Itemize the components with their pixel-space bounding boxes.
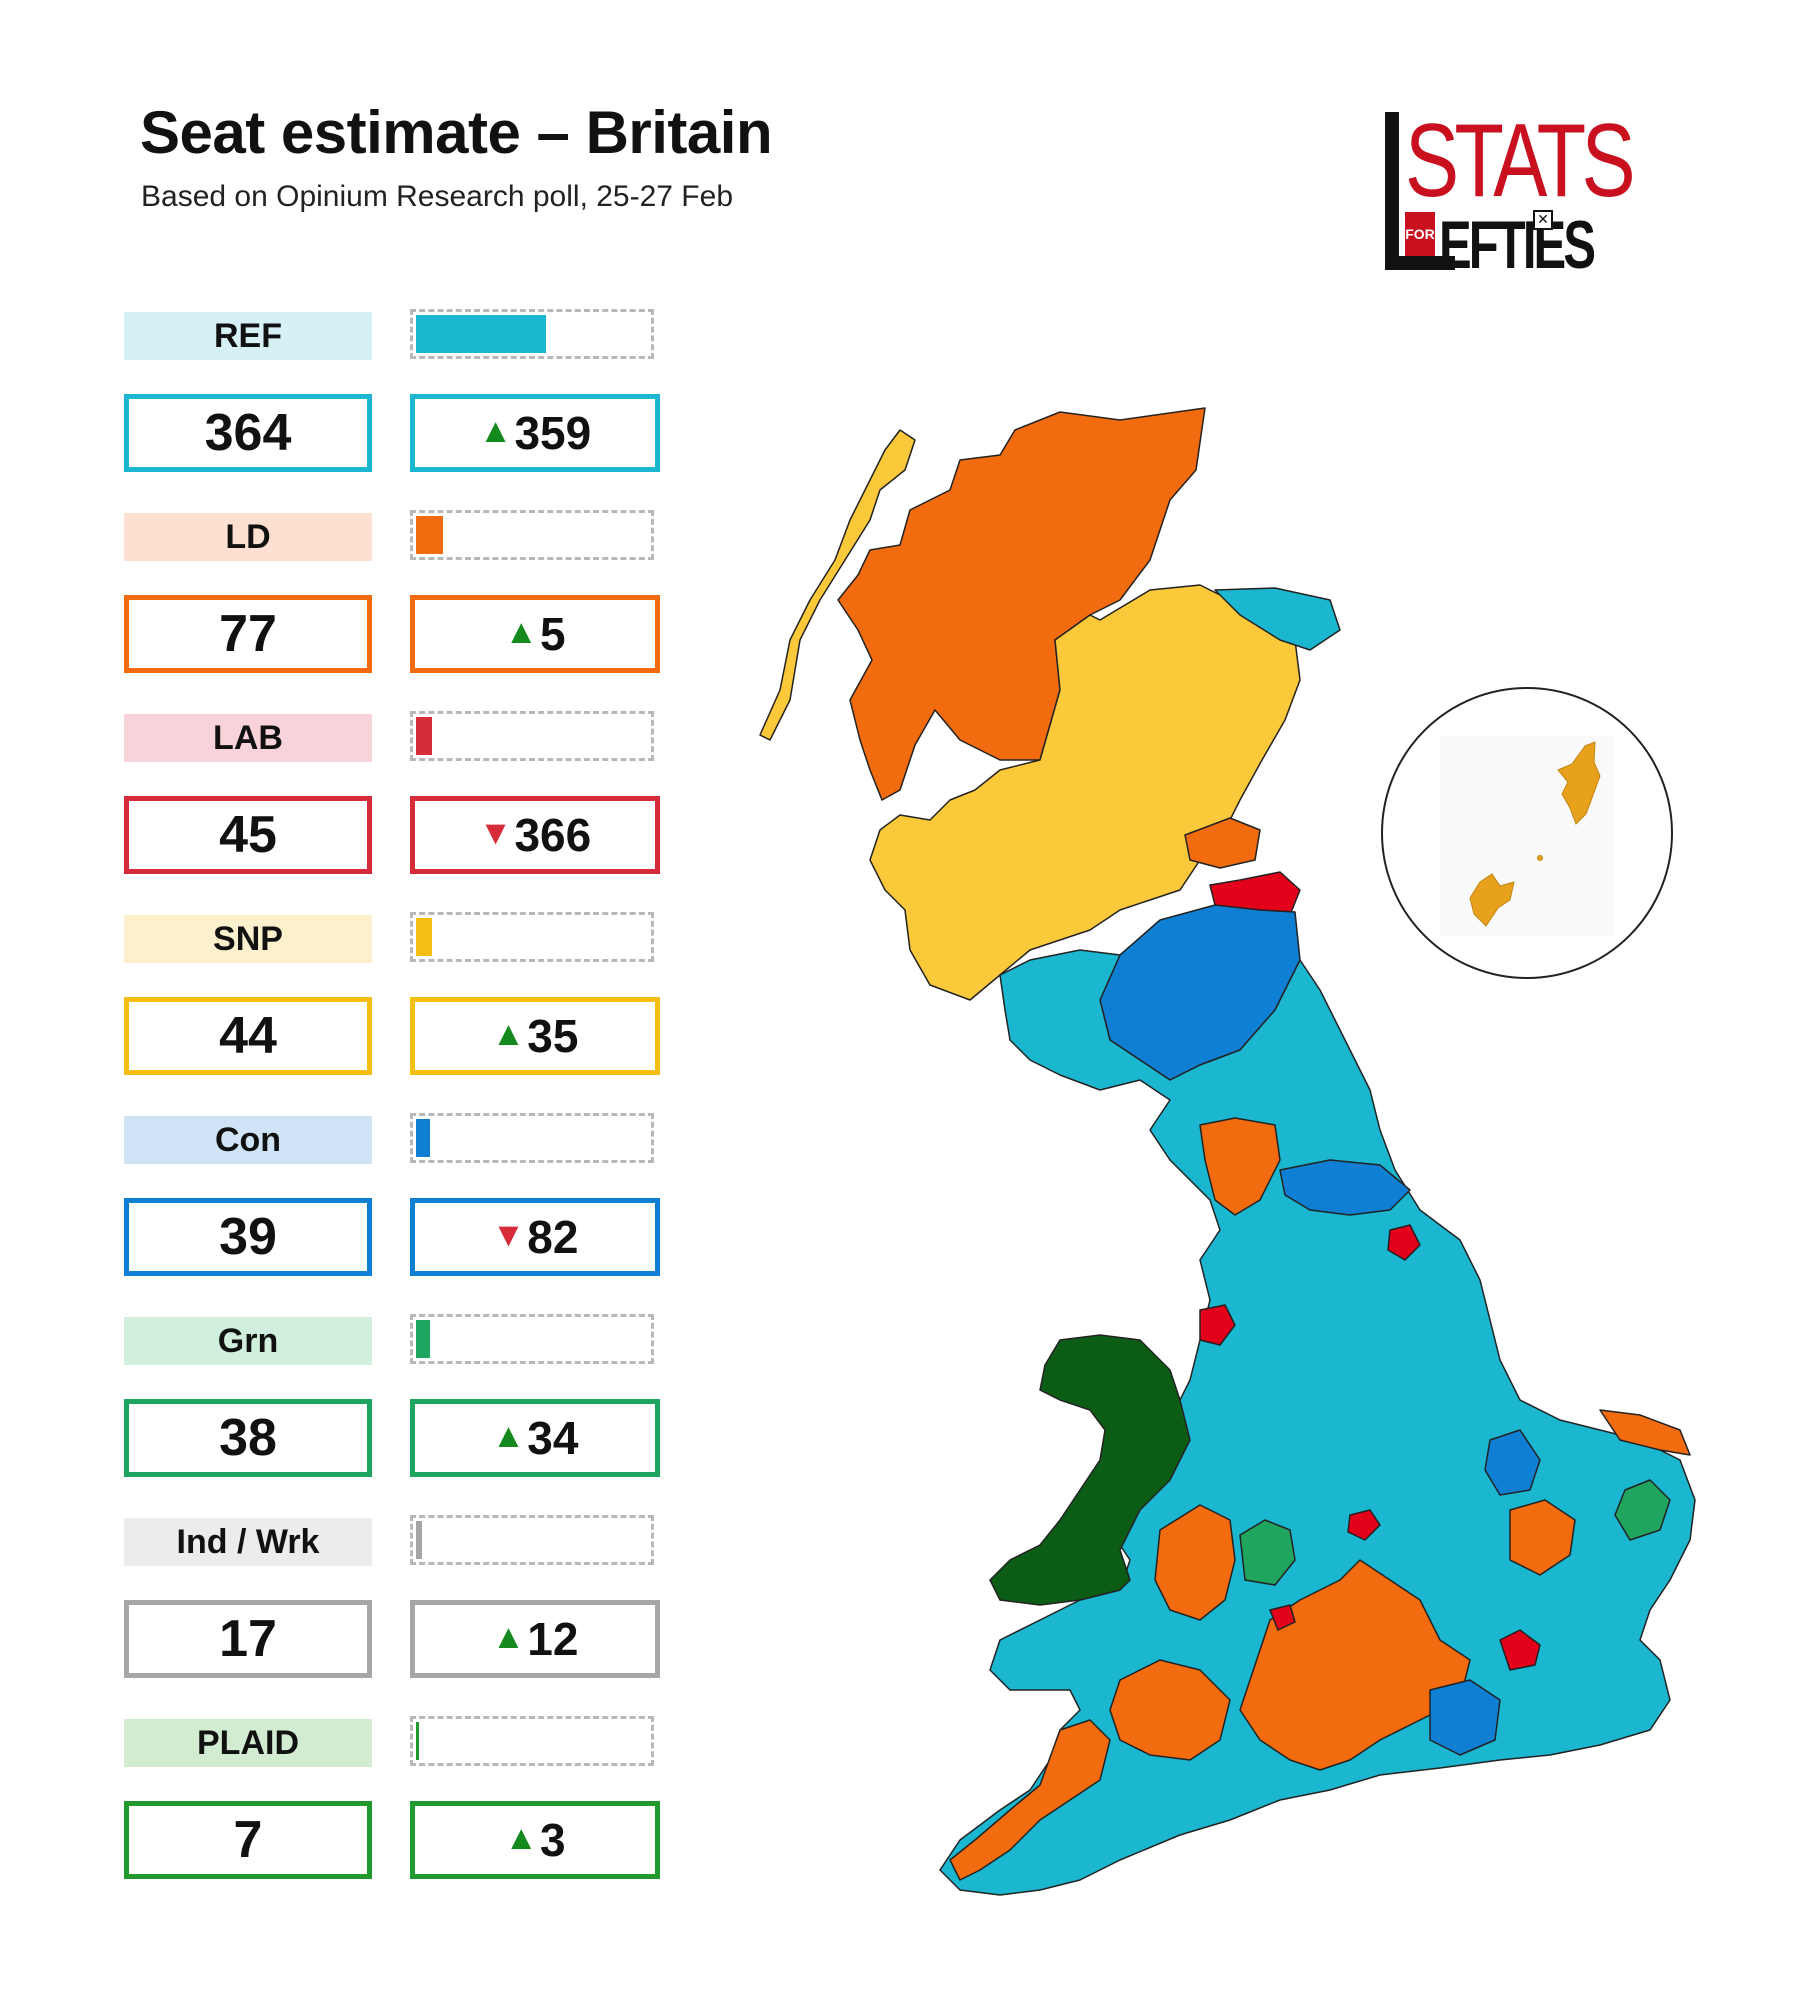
seat-change: ▲ 35 bbox=[410, 997, 660, 1075]
logo-for-text: FOR bbox=[1405, 212, 1435, 256]
party-label: LAB bbox=[124, 714, 372, 762]
region-somerset-ld bbox=[1109, 1659, 1231, 1761]
party-label: PLAID bbox=[124, 1719, 372, 1767]
region-midlands-grn bbox=[1239, 1519, 1296, 1586]
party-label: Ind / Wrk bbox=[124, 1518, 372, 1566]
seat-count: 38 bbox=[124, 1399, 372, 1477]
triangle-up-icon: ▲ bbox=[491, 1014, 526, 1053]
seat-change-value: 12 bbox=[527, 1613, 579, 1665]
party-label: Grn bbox=[124, 1317, 372, 1365]
region-outer-hebrides bbox=[759, 429, 916, 741]
triangle-up-icon: ▲ bbox=[504, 1818, 539, 1857]
seat-count: 77 bbox=[124, 595, 372, 673]
seat-share-bar-fill bbox=[416, 918, 432, 956]
ballot-cross-icon: ✕ bbox=[1533, 210, 1553, 230]
orkney-islands bbox=[1469, 873, 1515, 927]
seat-change: ▲ 34 bbox=[410, 1399, 660, 1477]
region-oxford-lab bbox=[1269, 1604, 1296, 1631]
party-label: Con bbox=[124, 1116, 372, 1164]
region-cumbria-ld bbox=[1199, 1117, 1281, 1216]
seat-share-bar bbox=[410, 912, 654, 962]
seat-count: 44 bbox=[124, 997, 372, 1075]
seat-change-value: 366 bbox=[514, 809, 592, 861]
seat-share-bar bbox=[410, 309, 654, 359]
seat-change: ▲ 3 bbox=[410, 1801, 660, 1879]
seat-change-value: 5 bbox=[540, 608, 566, 660]
seat-share-bar bbox=[410, 510, 654, 560]
region-highlands bbox=[837, 407, 1206, 801]
triangle-up-icon: ▲ bbox=[491, 1416, 526, 1455]
stats-for-lefties-logo: STATS FOR EFTIES ✕ bbox=[1385, 103, 1636, 283]
seat-count: 364 bbox=[124, 394, 372, 472]
triangle-up-icon: ▲ bbox=[504, 612, 539, 651]
seat-share-bar-fill bbox=[416, 315, 546, 353]
triangle-down-icon: ▼ bbox=[491, 1215, 526, 1254]
seat-share-bar bbox=[410, 1515, 654, 1565]
seat-count: 17 bbox=[124, 1600, 372, 1678]
seat-change-value: 3 bbox=[540, 1814, 566, 1866]
seat-change: ▲ 12 bbox=[410, 1600, 660, 1678]
shetland-inset-map bbox=[1381, 687, 1673, 979]
seat-share-bar-fill bbox=[416, 717, 432, 755]
seat-count: 45 bbox=[124, 796, 372, 874]
region-norfolk-grn bbox=[1614, 1479, 1671, 1541]
region-birmingham-lab bbox=[1347, 1509, 1381, 1541]
seat-change: ▼ 366 bbox=[410, 796, 660, 874]
seat-share-bar bbox=[410, 1314, 654, 1364]
region-wales-plaid bbox=[989, 1334, 1191, 1606]
seat-change-value: 34 bbox=[527, 1412, 579, 1464]
region-marches-ld bbox=[1154, 1504, 1236, 1621]
seat-share-bar-fill bbox=[416, 1119, 430, 1157]
logo-stats-text: STATS bbox=[1405, 103, 1636, 219]
region-liverpool-lab bbox=[1199, 1304, 1236, 1346]
region-aberdeen-ref bbox=[1214, 587, 1341, 651]
logo-l-base bbox=[1385, 256, 1455, 270]
region-fife-ld bbox=[1184, 817, 1261, 869]
seat-change: ▼ 82 bbox=[410, 1198, 660, 1276]
seat-share-bar-fill bbox=[416, 516, 443, 554]
seat-share-bar-fill bbox=[416, 1320, 430, 1358]
shetland-north-islands bbox=[1557, 741, 1601, 825]
seat-share-bar-fill bbox=[416, 1722, 419, 1760]
seat-change-value: 82 bbox=[527, 1211, 579, 1263]
triangle-up-icon: ▲ bbox=[491, 1617, 526, 1656]
region-scotland-ne-central bbox=[869, 584, 1301, 1001]
britain-seat-map bbox=[759, 407, 1696, 1896]
seat-share-bar bbox=[410, 1716, 654, 1766]
seat-share-bar bbox=[410, 1113, 654, 1163]
region-yorkshire-con bbox=[1279, 1159, 1411, 1216]
region-southwest-ld bbox=[949, 1719, 1111, 1881]
region-norfolk-ld bbox=[1599, 1409, 1691, 1456]
party-label: SNP bbox=[124, 915, 372, 963]
seat-count: 39 bbox=[124, 1198, 372, 1276]
page-subtitle: Based on Opinium Research poll, 25-27 Fe… bbox=[141, 180, 734, 213]
seat-change-value: 359 bbox=[514, 407, 592, 459]
logo-lefties-text: EFTIES bbox=[1439, 207, 1596, 283]
seat-change: ▲ 5 bbox=[410, 595, 660, 673]
logo-l-stroke bbox=[1385, 112, 1399, 270]
party-label: REF bbox=[124, 312, 372, 360]
seat-share-bar bbox=[410, 711, 654, 761]
region-suffolk-ld bbox=[1509, 1499, 1576, 1576]
region-london-lab bbox=[1499, 1629, 1541, 1671]
triangle-up-icon: ▲ bbox=[478, 411, 513, 450]
page-title: Seat estimate – Britain bbox=[140, 99, 773, 166]
fair-isle-dot bbox=[1537, 855, 1543, 861]
triangle-down-icon: ▼ bbox=[478, 813, 513, 852]
seat-change: ▲ 359 bbox=[410, 394, 660, 472]
party-label: LD bbox=[124, 513, 372, 561]
region-essex-con bbox=[1429, 1679, 1501, 1756]
region-surrey-con bbox=[1484, 1429, 1541, 1496]
region-leeds-lab bbox=[1387, 1224, 1421, 1261]
seat-count: 7 bbox=[124, 1801, 372, 1879]
seat-share-bar-fill bbox=[416, 1521, 422, 1559]
seat-change-value: 35 bbox=[527, 1010, 579, 1062]
